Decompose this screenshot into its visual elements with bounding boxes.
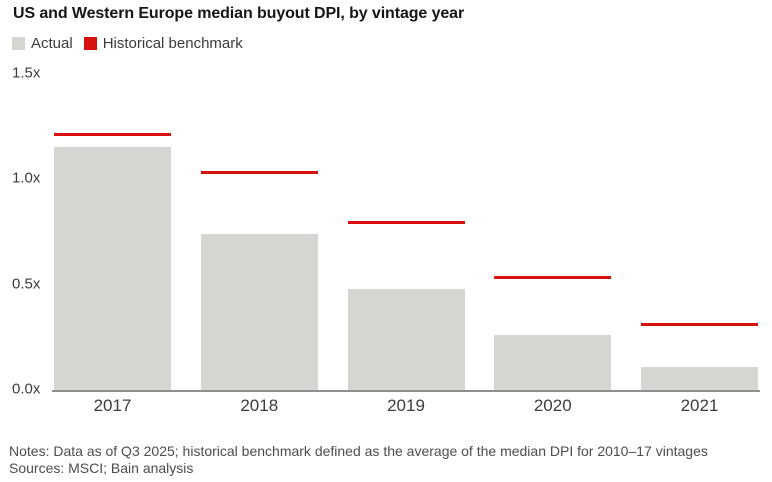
legend-swatch-icon <box>12 37 25 50</box>
legend-label: Actual <box>31 35 73 52</box>
actual-bar-2018 <box>200 233 318 390</box>
x-tick-label: 2021 <box>680 396 719 415</box>
actual-bar-2021 <box>641 366 758 390</box>
y-tick-label: 1.0x <box>12 169 41 187</box>
legend-item: Actual <box>12 35 73 52</box>
legend-item: Historical benchmark <box>83 35 243 52</box>
x-tick-label: 2018 <box>240 396 279 415</box>
benchmark-line-2018 <box>200 170 318 174</box>
legend: Actual Historical benchmark <box>12 35 254 52</box>
benchmark-line-2019 <box>347 221 465 225</box>
benchmark-line-2020 <box>494 276 612 280</box>
y-tick-label: 0.5x <box>12 275 41 292</box>
actual-bar-2017 <box>54 147 171 390</box>
notes-line: Notes: Data as of Q3 2025; historical be… <box>9 443 708 459</box>
y-tick-label: 1.5x <box>12 64 41 81</box>
legend-label: Historical benchmark <box>102 35 243 52</box>
x-tick-label: 2017 <box>93 396 132 415</box>
sources-line: Sources: MSCI; Bain analysis <box>9 460 194 476</box>
x-tick-label: 2020 <box>533 396 572 415</box>
benchmark-line-2017 <box>54 132 171 136</box>
legend-swatch-icon <box>83 37 97 50</box>
benchmark-line-2021 <box>641 322 758 326</box>
x-tick-label: 2019 <box>387 396 425 415</box>
actual-bar-2019 <box>347 288 465 390</box>
x-axis-line <box>52 390 760 392</box>
actual-bar-2020 <box>494 335 612 390</box>
footnotes: Notes: Data as of Q3 2025; historical be… <box>9 443 708 477</box>
y-tick-label: 0.0x <box>12 380 41 398</box>
chart-title: US and Western Europe median buyout DPI,… <box>13 5 465 22</box>
